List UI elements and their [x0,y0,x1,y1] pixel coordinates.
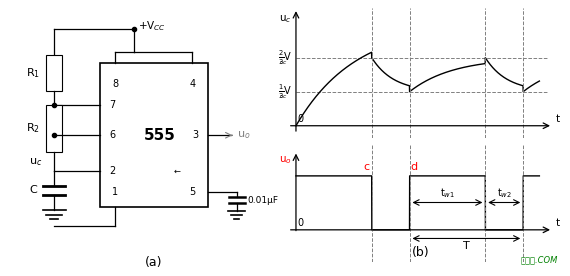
Text: ←: ← [173,167,180,176]
Text: +V$_{CC}$: +V$_{CC}$ [139,19,166,33]
Text: $_{cc}$: $_{cc}$ [279,92,287,101]
Text: u$_o$: u$_o$ [279,154,292,166]
Text: u$_c$: u$_c$ [279,14,292,25]
Text: t: t [556,114,560,124]
Text: $\frac{2}{3}$V: $\frac{2}{3}$V [278,49,292,67]
Text: 1: 1 [112,187,119,197]
Text: 2: 2 [109,166,116,176]
Bar [46,55,62,91]
Text: 8: 8 [112,79,119,89]
Text: 0: 0 [298,218,303,229]
Text: T: T [463,241,470,251]
Text: u$_o$: u$_o$ [237,129,250,141]
Text: t$_{w1}$: t$_{w1}$ [440,186,455,200]
Text: 接线图.COM: 接线图.COM [520,256,558,264]
Bar [100,63,208,207]
Text: R$_1$: R$_1$ [26,66,40,80]
Text: 7: 7 [109,100,116,110]
Text: t: t [556,218,560,229]
Text: R$_2$: R$_2$ [26,121,40,135]
Text: 6: 6 [109,130,116,140]
Text: 0.01μF: 0.01μF [247,196,278,205]
Text: t$_{w2}$: t$_{w2}$ [496,186,512,200]
Text: 555: 555 [144,128,176,143]
Text: 0: 0 [298,114,303,124]
Text: c: c [363,161,369,172]
Text: u$_c$: u$_c$ [29,156,42,168]
Bar [46,105,62,152]
Text: 5: 5 [189,187,196,197]
Text: $_{cc}$: $_{cc}$ [279,58,287,67]
Text: $\frac{1}{3}$V: $\frac{1}{3}$V [278,83,292,101]
Text: 4: 4 [189,79,196,89]
Text: C: C [29,185,36,195]
Text: (a): (a) [145,256,162,269]
Text: 3: 3 [192,130,198,140]
Text: d: d [410,161,417,172]
Text: (b): (b) [412,246,429,259]
